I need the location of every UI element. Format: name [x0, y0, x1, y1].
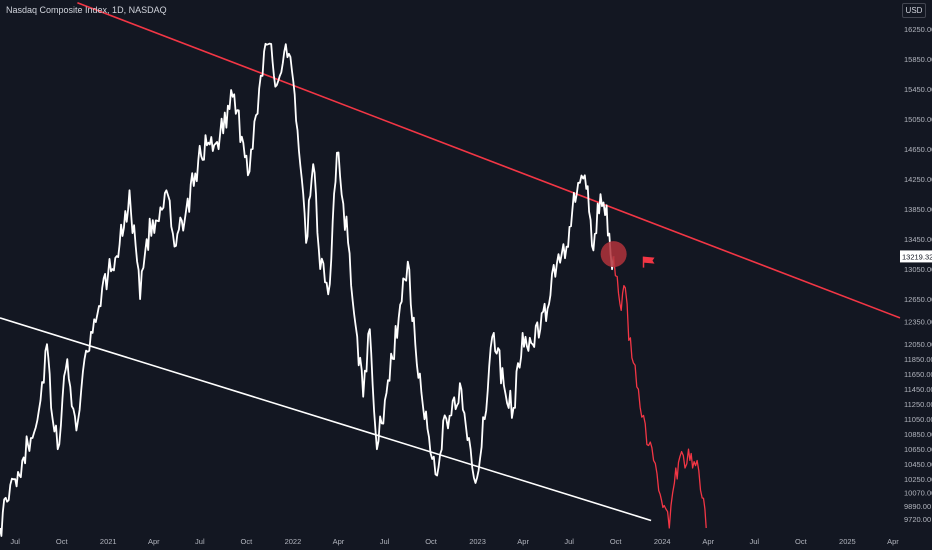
last-price-tag: [900, 250, 932, 263]
x-tick-label: Apr: [333, 537, 345, 546]
x-tick-label: Jul: [380, 537, 390, 546]
y-tick-label: 14650.00: [904, 145, 932, 154]
x-tick-label: Oct: [795, 537, 808, 546]
highlight-circle[interactable]: [600, 241, 627, 268]
y-tick-label: 12050.00: [904, 340, 932, 349]
y-tick-label: 14250.00: [904, 175, 932, 184]
y-tick-label: 10250.00: [904, 475, 932, 484]
y-tick-label: 15850.00: [904, 55, 932, 64]
x-tick-label: Jul: [564, 537, 574, 546]
y-tick-label: 11650.00: [904, 370, 932, 379]
time-axis[interactable]: Jul Oct 2021 Apr Jul Oct 2022 Apr Jul Oct 2023 Apr J…: [10, 537, 899, 546]
x-tick-label: Jul: [10, 537, 20, 546]
price-axis[interactable]: 16250.00 15850.00 15450.00 15050.00 14650.00…: [900, 25, 932, 524]
x-tick-label: Oct: [241, 537, 254, 546]
lower-trendline[interactable]: [0, 317, 652, 522]
y-tick-label: 16250.00: [904, 25, 932, 34]
y-tick-label: 11850.00: [904, 355, 932, 364]
flag-icon[interactable]: [642, 256, 655, 268]
projection-series-line: [613, 256, 707, 529]
y-tick-label: 11050.00: [904, 415, 932, 424]
x-tick-label: Apr: [148, 537, 160, 546]
x-tick-label: 2023: [469, 537, 486, 546]
y-tick-label: 9890.00: [904, 502, 931, 511]
y-tick-label: 13050.00: [904, 265, 932, 274]
x-tick-label: Apr: [887, 537, 899, 546]
x-tick-label: Apr: [517, 537, 529, 546]
y-tick-label: 13850.00: [904, 205, 932, 214]
price-series-line: [0, 42, 615, 537]
x-tick-label: 2021: [100, 537, 117, 546]
chart-title: Nasdaq Composite Index, 1D, NASDAQ: [6, 5, 167, 15]
y-tick-label: 10450.00: [904, 460, 932, 469]
y-tick-label: 10850.00: [904, 430, 932, 439]
x-tick-label: 2024: [654, 537, 671, 546]
x-tick-label: Apr: [702, 537, 714, 546]
x-tick-label: Oct: [425, 537, 438, 546]
y-tick-label: 13450.00: [904, 235, 932, 244]
y-tick-label: 12650.00: [904, 295, 932, 304]
x-tick-label: 2025: [839, 537, 856, 546]
y-tick-label: 15050.00: [904, 115, 932, 124]
x-tick-label: Jul: [195, 537, 205, 546]
y-tick-label: 12350.00: [904, 318, 932, 327]
y-tick-label: 11250.00: [904, 400, 932, 409]
x-tick-label: Jul: [750, 537, 760, 546]
y-tick-label: 10070.00: [904, 489, 932, 498]
x-tick-label: Oct: [56, 537, 69, 546]
x-tick-label: Oct: [610, 537, 623, 546]
last-price-label: 13219.32: [902, 252, 932, 261]
x-tick-label: 2022: [285, 537, 302, 546]
upper-trendline[interactable]: [77, 1, 901, 319]
y-tick-label: 10650.00: [904, 445, 932, 454]
flag-banner: [643, 256, 655, 264]
currency-button[interactable]: USD: [902, 3, 926, 18]
y-tick-label: 11450.00: [904, 385, 932, 394]
plot-area: [0, 1, 901, 537]
y-tick-label: 9720.00: [904, 515, 931, 524]
y-tick-label: 15450.00: [904, 85, 932, 94]
